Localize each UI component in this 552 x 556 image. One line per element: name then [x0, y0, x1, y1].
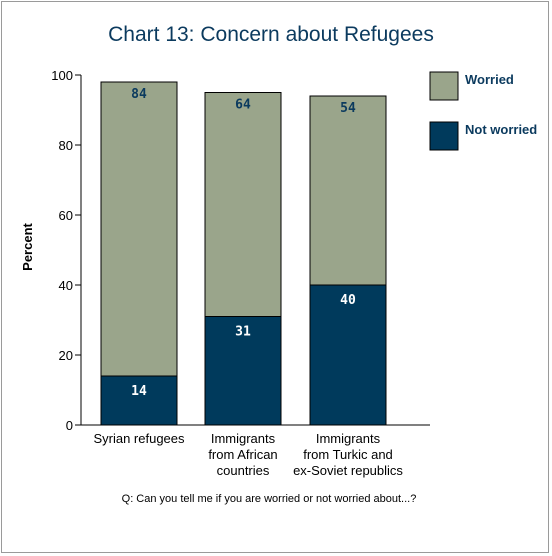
y-tick-label: 60: [59, 208, 73, 223]
bar-segment-worried: [204, 92, 282, 317]
x-tick-label: Immigrants from African countries: [208, 431, 277, 478]
legend-swatch: [429, 121, 459, 151]
footnote: Q: Can you tell me if you are worried or…: [122, 493, 417, 505]
bars: 14 84 31 64 40 54: [100, 81, 387, 426]
bar-segment-not-worried: [309, 284, 387, 426]
legend-swatch: [429, 71, 459, 101]
x-tick-label: Syrian refugees: [93, 431, 185, 446]
data-label-worried: 64: [235, 98, 251, 113]
legend-label: Not worried: [465, 122, 537, 137]
y-tick-label: 80: [59, 138, 73, 153]
bar-segment-worried: [309, 95, 387, 286]
data-label-not-worried: 14: [131, 384, 147, 399]
data-label-worried: 54: [340, 101, 356, 116]
x-tick-label: Immigrants from Turkic and ex-Soviet repub…: [293, 431, 403, 478]
y-axis-label: Percent: [20, 222, 35, 270]
bar-segment-not-worried: [100, 375, 178, 426]
chart-title: Chart 13: Concern about Refugees: [108, 23, 434, 46]
y-tick-label: 100: [51, 68, 73, 83]
data-label-worried: 84: [131, 87, 147, 102]
y-tick-label: 20: [59, 348, 73, 363]
legend: Worried Not worried: [429, 71, 537, 151]
category-labels: Syrian refugees Immigrants from African cou…: [93, 431, 403, 478]
legend-label: Worried: [465, 72, 514, 87]
bar-segment-not-worried: [204, 316, 282, 426]
y-tick-label: 0: [66, 418, 73, 433]
bar-segment-worried: [100, 81, 178, 377]
data-label-not-worried: 40: [340, 293, 356, 308]
data-label-not-worried: 31: [235, 325, 251, 340]
y-tick-label: 40: [59, 278, 73, 293]
